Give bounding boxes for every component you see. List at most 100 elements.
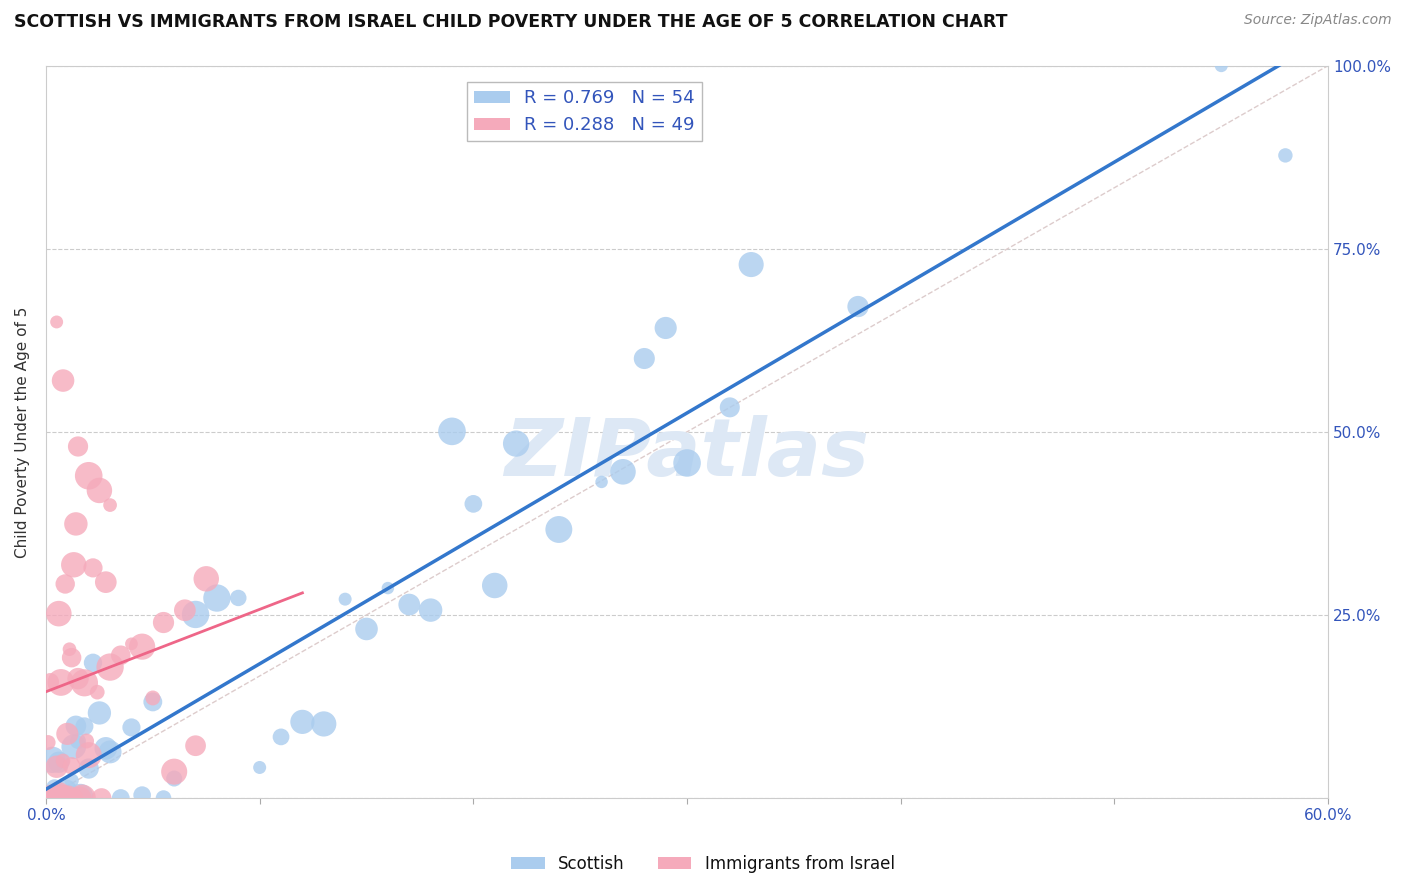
Point (184, 739, 207, 753)
Point (48, 756, 70, 770)
Point (60, 759, 83, 773)
Point (53, 791, 76, 805)
Point (591, 475, 613, 489)
Point (356, 622, 378, 636)
Point (110, 648, 132, 663)
Point (205, 591, 228, 605)
Point (86, 685, 108, 699)
Point (312, 717, 335, 731)
Point (52, 791, 75, 805)
Point (163, 772, 186, 786)
Point (48, 787, 70, 801)
Point (142, 695, 165, 709)
Point (41, 791, 63, 805)
Point (152, 615, 174, 630)
Point (66, 734, 89, 748)
Point (195, 572, 218, 586)
Point (82, 656, 104, 670)
Legend: Scottish, Immigrants from Israel: Scottish, Immigrants from Israel (505, 848, 901, 880)
Text: ZIPatlas: ZIPatlas (505, 415, 869, 492)
Point (56, 791, 79, 805)
Point (612, 465, 634, 479)
Point (505, 436, 527, 450)
Point (41, 753, 63, 767)
Point (270, 730, 292, 744)
Point (419, 603, 441, 617)
Point (98, 660, 121, 674)
Point (1211, 59, 1233, 73)
Point (73, 719, 96, 733)
Point (49, 791, 72, 805)
Point (56, 782, 79, 797)
Point (94, 575, 117, 590)
Point (45, 791, 67, 805)
Point (69, 789, 91, 804)
Point (184, 607, 207, 622)
Point (53, 577, 76, 591)
Point (66, 672, 89, 686)
Point (249, 760, 271, 774)
Point (440, 425, 463, 439)
Point (131, 640, 153, 654)
Point (110, 791, 132, 805)
Point (463, 497, 485, 511)
Point (37, 735, 59, 749)
Point (484, 578, 506, 592)
Point (62, 739, 84, 754)
Text: SCOTTISH VS IMMIGRANTS FROM ISRAEL CHILD POVERTY UNDER THE AGE OF 5 CORRELATION : SCOTTISH VS IMMIGRANTS FROM ISRAEL CHILD… (14, 13, 1008, 31)
Legend: R = 0.769   N = 54, R = 0.288   N = 49: R = 0.769 N = 54, R = 0.288 N = 49 (467, 82, 702, 142)
Point (676, 456, 699, 470)
Point (45, 315, 67, 329)
Point (120, 637, 142, 651)
Point (76, 734, 98, 748)
Point (90, 791, 112, 805)
Point (131, 788, 153, 802)
Point (60, 650, 83, 665)
Point (73, 675, 96, 690)
Point (82, 561, 104, 575)
Point (44, 789, 66, 803)
Point (120, 721, 142, 735)
Point (56, 727, 79, 741)
Point (226, 591, 249, 605)
Point (58, 791, 80, 805)
Point (49, 791, 72, 805)
Point (60, 773, 83, 788)
Point (654, 321, 676, 335)
Point (52, 374, 75, 388)
Point (89, 483, 111, 498)
Point (152, 791, 174, 805)
Point (398, 598, 420, 612)
Point (48, 607, 70, 621)
Point (89, 706, 111, 720)
Point (98, 498, 121, 512)
Point (69, 791, 91, 805)
Point (1274, 148, 1296, 162)
Point (547, 523, 569, 537)
Point (98, 745, 121, 759)
Point (94, 741, 117, 756)
Point (49, 675, 72, 690)
Point (77, 762, 100, 776)
Point (173, 603, 195, 617)
Point (718, 401, 741, 415)
Point (633, 351, 655, 366)
Point (163, 764, 186, 779)
Point (58, 790, 80, 805)
Point (52, 791, 75, 805)
Point (846, 300, 869, 314)
Point (377, 581, 399, 595)
Point (65, 719, 87, 733)
Point (65, 516, 87, 531)
Point (72, 791, 94, 805)
Point (39, 674, 62, 689)
Point (66, 440, 89, 454)
Point (142, 690, 165, 705)
Text: Source: ZipAtlas.com: Source: ZipAtlas.com (1244, 13, 1392, 28)
Point (53, 791, 76, 805)
Point (333, 592, 356, 607)
Point (52, 754, 75, 768)
Y-axis label: Child Poverty Under the Age of 5: Child Poverty Under the Age of 5 (15, 306, 30, 558)
Point (740, 258, 762, 272)
Point (62, 791, 84, 805)
